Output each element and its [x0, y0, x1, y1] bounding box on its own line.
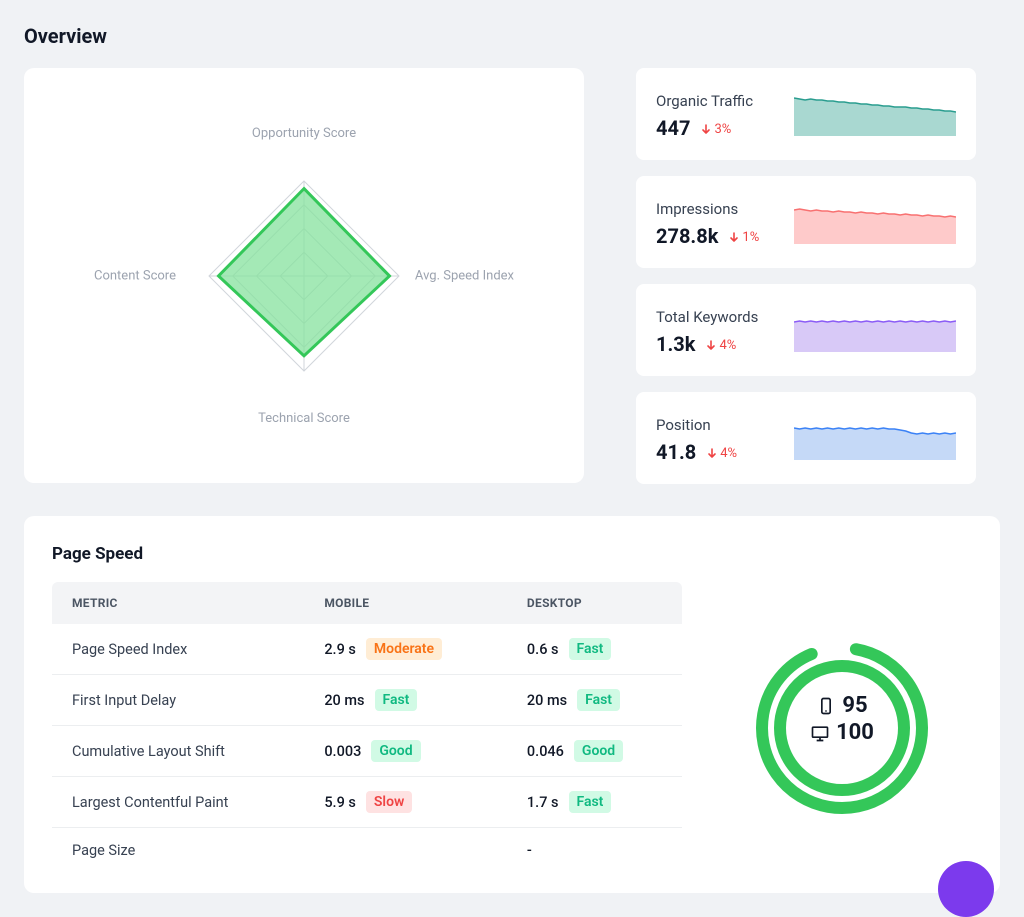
status-badge: Fast [577, 689, 620, 711]
sparkline-chart [794, 204, 956, 244]
table-header-metric: METRIC [52, 582, 304, 624]
metric-value: 1.3k [656, 332, 695, 356]
metric-delta: 3% [700, 122, 731, 137]
overview-row: Opportunity Score Avg. Speed Index Techn… [24, 68, 1000, 484]
metric-card[interactable]: Total Keywords 1.3k 4% [636, 284, 976, 376]
metric-title: Position [656, 416, 776, 434]
metric-value-cell: 2.9 s [324, 641, 356, 658]
status-badge: Slow [366, 791, 412, 813]
page-speed-table: METRIC MOBILE DESKTOP Page Speed Index 2… [52, 582, 682, 873]
status-badge: Good [574, 740, 623, 762]
status-badge: Fast [375, 689, 418, 711]
metric-delta: 4% [706, 446, 737, 461]
radar-chart [184, 156, 424, 396]
metric-title: Organic Traffic [656, 92, 776, 110]
table-header-desktop: DESKTOP [507, 582, 682, 624]
metric-name-cell: First Input Delay [52, 675, 304, 726]
metric-value-cell: 1.7 s [527, 794, 559, 811]
radar-label-bottom: Technical Score [258, 411, 350, 426]
metric-card[interactable]: Position 41.8 4% [636, 392, 976, 484]
table-row: First Input Delay 20 ms Fast 20 ms Fast [52, 675, 682, 726]
sparkline-chart [794, 420, 956, 460]
status-badge: Fast [569, 791, 612, 813]
metric-delta: 1% [728, 230, 759, 245]
metric-card[interactable]: Impressions 278.8k 1% [636, 176, 976, 268]
metric-name-cell: Cumulative Layout Shift [52, 726, 304, 777]
radar-card: Opportunity Score Avg. Speed Index Techn… [24, 68, 584, 483]
overview-title: Overview [24, 24, 1000, 48]
sparkline-chart [794, 312, 956, 352]
radar-label-left: Content Score [94, 268, 176, 283]
metric-value-cell: 0.6 s [527, 641, 559, 658]
metric-value-cell: 20 ms [527, 692, 567, 709]
status-badge: Moderate [366, 638, 442, 660]
table-row: Cumulative Layout Shift 0.003 Good 0.046 G… [52, 726, 682, 777]
metric-value-cell: 5.9 s [324, 794, 356, 811]
radar-label-top: Opportunity Score [252, 126, 356, 141]
page-speed-card: Page Speed METRIC MOBILE DESKTOP Page Sp… [24, 516, 1000, 893]
status-badge: Fast [569, 638, 612, 660]
metric-value: 278.8k [656, 224, 718, 248]
table-row: Page Size - [52, 828, 682, 874]
desktop-icon [810, 722, 830, 742]
metrics-column: Organic Traffic 447 3% Impressions 278.8… [636, 68, 976, 484]
metric-title: Impressions [656, 200, 776, 218]
metric-name-cell: Page Size [52, 828, 304, 874]
metric-value: 41.8 [656, 440, 696, 464]
metric-name-cell: Largest Contentful Paint [52, 777, 304, 828]
radar-label-right: Avg. Speed Index [415, 268, 514, 283]
gauge-desktop-score: 100 [810, 720, 874, 745]
metric-value: 447 [656, 116, 690, 140]
speed-gauge: 95 100 [712, 633, 972, 823]
table-header-mobile: MOBILE [304, 582, 507, 624]
metric-delta: 4% [705, 338, 736, 353]
table-row: Largest Contentful Paint 5.9 s Slow 1.7 s… [52, 777, 682, 828]
metric-value-cell: 0.046 [527, 743, 564, 760]
metric-value-cell: 0.003 [324, 743, 361, 760]
metric-name-cell: Page Speed Index [52, 624, 304, 675]
metric-title: Total Keywords [656, 308, 776, 326]
page-speed-title: Page Speed [52, 544, 972, 564]
status-badge: Good [371, 740, 420, 762]
metric-value-cell: - [527, 842, 532, 859]
gauge-mobile-score: 95 [816, 693, 867, 718]
metric-value-cell: 20 ms [324, 692, 364, 709]
mobile-icon [816, 695, 836, 715]
metric-card[interactable]: Organic Traffic 447 3% [636, 68, 976, 160]
sparkline-chart [794, 96, 956, 136]
table-row: Page Speed Index 2.9 s Moderate 0.6 s Fast [52, 624, 682, 675]
